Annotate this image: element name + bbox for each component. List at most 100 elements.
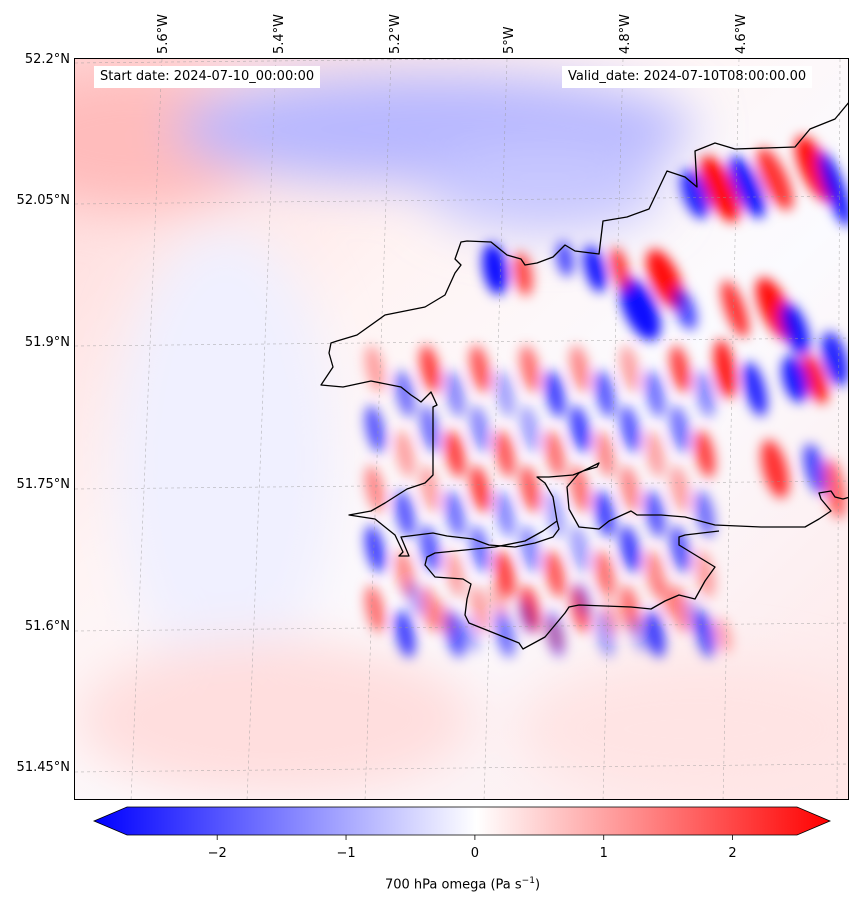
wave-cell — [517, 599, 537, 635]
colorbar-tick-label: 0 — [471, 846, 479, 861]
wave-cell — [364, 405, 386, 453]
lon-label-5-4: 5.4°W — [272, 13, 287, 54]
wave-cell — [364, 585, 386, 633]
colorbar-tick-label: −1 — [336, 846, 355, 861]
wave-cell — [713, 339, 737, 399]
graticule — [75, 59, 848, 799]
wave-cell — [519, 465, 541, 513]
wave-cell — [594, 550, 616, 598]
wave-cell — [780, 302, 810, 356]
lat-label-51-9: 51.9°N — [24, 335, 70, 350]
wave-cell — [700, 155, 740, 223]
wave-cell — [494, 370, 516, 418]
wave-cell — [644, 610, 666, 658]
wave-cell — [394, 370, 416, 418]
wave-cell — [694, 490, 716, 538]
wave-cell — [802, 354, 828, 404]
wave-cell — [619, 465, 641, 513]
wave-cell — [569, 405, 591, 453]
lon-label-4-8: 4.8°W — [618, 13, 633, 54]
wave-cell — [469, 585, 491, 633]
wave-cell — [419, 345, 441, 393]
wave-cell — [419, 405, 441, 453]
lat-label-52-2: 52.2°N — [24, 52, 70, 67]
wave-cell — [394, 610, 416, 658]
wave-cell — [444, 490, 466, 538]
wave-cell — [364, 465, 386, 513]
wave-cell — [394, 430, 416, 478]
colorbar: −2 −1 0 1 2 — [92, 806, 832, 861]
wave-cell — [669, 345, 691, 393]
wave-cell — [629, 617, 649, 653]
wave-cell — [469, 465, 491, 513]
coastline — [320, 102, 848, 650]
wave-cell — [544, 370, 566, 418]
lon-label-5-2: 5.2°W — [388, 13, 403, 54]
wave-cell — [494, 430, 516, 478]
wave-cell — [680, 169, 710, 219]
wave-cell — [721, 280, 749, 338]
wave-cell — [489, 581, 509, 617]
wave-cell — [469, 345, 491, 393]
lat-label-51-75: 51.75°N — [16, 477, 70, 492]
wave-cell — [619, 345, 641, 393]
wave-cell — [594, 370, 616, 418]
wave-cell — [594, 430, 616, 478]
wave-cell — [444, 370, 466, 418]
omega-wave-cells — [364, 135, 848, 658]
wave-cell — [405, 581, 425, 617]
wave-cell — [756, 147, 794, 211]
wave-cell — [594, 490, 616, 538]
wave-cell — [761, 439, 789, 499]
wave-cell — [694, 430, 716, 478]
wave-cell — [672, 288, 698, 330]
map-panel — [74, 58, 849, 800]
wave-cell — [657, 581, 677, 617]
wave-cell — [519, 405, 541, 453]
wave-cell — [619, 525, 641, 573]
wave-cell — [494, 490, 516, 538]
wave-cell — [583, 245, 607, 293]
lon-label-5-6: 5.6°W — [156, 13, 171, 54]
colorbar-gradient — [92, 806, 832, 836]
wave-cell — [619, 405, 641, 453]
valid-date-label: Valid_date: 2024-07-10T08:00:00.00 — [562, 66, 813, 88]
wave-cell — [610, 247, 630, 291]
wave-cell — [644, 370, 666, 418]
wave-cell — [419, 525, 441, 573]
colorbar-tick-label: 2 — [728, 846, 736, 861]
wave-cell — [519, 525, 541, 573]
wave-cell — [569, 525, 591, 573]
wave-cell — [685, 599, 705, 635]
colorbar-tick-label: 1 — [600, 846, 608, 861]
start-date-label: Start date: 2024-07-10_00:00:00 — [94, 66, 321, 88]
wave-cell — [444, 550, 466, 598]
wave-cell — [482, 243, 508, 295]
lat-label-51-45: 51.45°N — [16, 760, 70, 775]
lon-label-5: 5°W — [502, 26, 517, 54]
wave-cell — [821, 331, 848, 387]
colorbar-ticks: −2 −1 0 1 2 — [208, 835, 737, 861]
wave-cell — [669, 465, 691, 513]
wave-cell — [519, 345, 541, 393]
wave-cell — [364, 525, 386, 573]
wave-cell — [394, 490, 416, 538]
wave-cell — [669, 525, 691, 573]
wave-cell — [823, 459, 847, 519]
lon-label-4-6: 4.6°W — [734, 13, 749, 54]
omega-field-map — [75, 59, 848, 799]
wave-cell — [419, 465, 441, 513]
wave-cell — [644, 490, 666, 538]
wave-cell — [619, 277, 661, 341]
wave-cell — [669, 405, 691, 453]
wave-cell — [644, 430, 666, 478]
wave-cell — [818, 151, 848, 227]
wave-cell — [544, 550, 566, 598]
wave-cell — [569, 345, 591, 393]
wave-cell — [419, 585, 441, 633]
wave-cell — [513, 252, 533, 296]
wave-cell — [444, 430, 466, 478]
wave-cell — [544, 430, 566, 478]
wave-cell — [573, 581, 593, 617]
lat-label-52-05: 52.05°N — [16, 193, 70, 208]
